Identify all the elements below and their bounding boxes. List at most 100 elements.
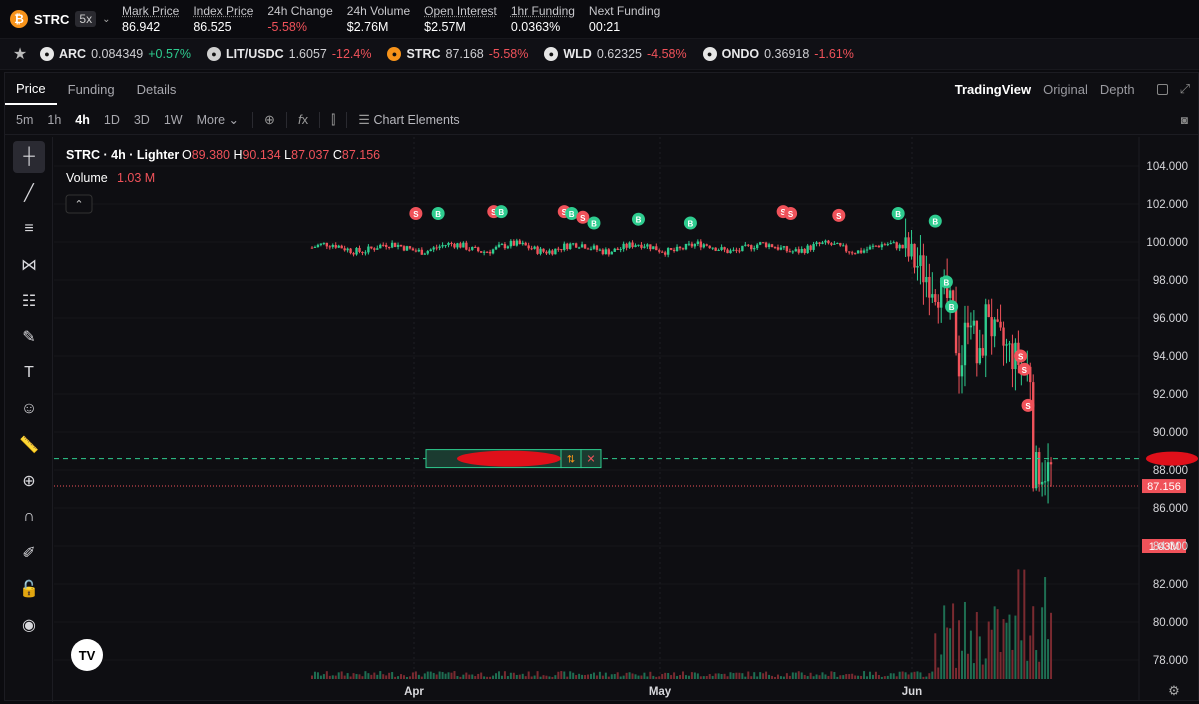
volume-bar — [955, 668, 957, 679]
candle-body — [614, 249, 616, 252]
coin-icon: ● — [387, 47, 401, 61]
ticker-change: -4.58% — [647, 47, 687, 61]
text-icon[interactable]: T — [13, 357, 45, 389]
ticker-item[interactable]: ● LIT/USDC 1.6057 -12.4% — [207, 47, 371, 61]
lock-pencil-icon[interactable]: ✐ — [13, 537, 45, 569]
volume-bar — [557, 672, 559, 679]
settings-icon[interactable]: ⚙ — [1168, 683, 1180, 698]
position-widget[interactable]: ⇅ ✕ — [426, 450, 601, 468]
volume-bar — [462, 675, 464, 679]
trend-line-icon[interactable]: ╱ — [13, 177, 45, 209]
window-icon[interactable] — [1157, 84, 1168, 95]
candle-body — [459, 243, 461, 247]
tf-more[interactable]: More ⌄ — [190, 112, 246, 127]
candle-body — [631, 243, 633, 248]
stat-value: 86.525 — [193, 19, 253, 35]
candle-body — [875, 246, 877, 247]
volume-bar — [450, 673, 452, 679]
volume-bar — [762, 673, 764, 679]
volume-bar — [792, 672, 794, 679]
tf-1h[interactable]: 1h — [40, 113, 68, 127]
volume-bar — [830, 671, 832, 679]
legend-high: 90.134 — [242, 148, 280, 162]
candle-body — [581, 244, 583, 247]
tf-1w[interactable]: 1W — [157, 113, 190, 127]
candle-body — [468, 250, 470, 251]
magnet-icon[interactable]: ∩ — [13, 501, 45, 533]
camera-icon[interactable]: ◙ — [1181, 113, 1188, 127]
volume-bar — [700, 676, 702, 679]
ticker-item[interactable]: ● ONDO 0.36918 -1.61% — [703, 47, 854, 61]
star-icon[interactable]: ★ — [0, 44, 40, 64]
tradingview-logo[interactable]: TV — [71, 639, 103, 671]
marker-label: B — [932, 218, 938, 227]
candle-body — [845, 245, 847, 251]
volume-bar — [676, 676, 678, 679]
volume-bar — [504, 671, 506, 679]
volume-bar — [732, 673, 734, 679]
chart-elements-button[interactable]: ☰ Chart Elements — [353, 112, 464, 128]
function-icon[interactable]: fx — [293, 112, 313, 127]
candle-body — [961, 365, 963, 376]
tab-funding[interactable]: Funding — [57, 73, 126, 105]
ticker-item[interactable]: ● WLD 0.62325 -4.58% — [544, 47, 686, 61]
volume-bar — [783, 677, 785, 679]
volume-bar — [670, 675, 672, 679]
ticker-item[interactable]: ● STRC 87.168 -5.58% — [387, 47, 528, 61]
ruler-icon[interactable]: 📏 — [13, 429, 45, 461]
redacted-pnl — [457, 451, 561, 467]
candle-body — [759, 242, 761, 244]
volume-bar — [418, 675, 420, 679]
view-tradingview[interactable]: TradingView — [955, 82, 1031, 97]
volume-bar — [1029, 635, 1031, 679]
pair-selector[interactable]: ₿ STRC 5x ⌄ — [0, 10, 122, 28]
volume-bar — [786, 673, 788, 679]
tab-details[interactable]: Details — [126, 73, 188, 105]
leverage-badge[interactable]: 5x — [75, 11, 96, 27]
tab-price[interactable]: Price — [5, 73, 57, 105]
candle-body — [916, 266, 918, 268]
candle-body — [774, 247, 776, 248]
pattern-icon[interactable]: ⋈ — [13, 249, 45, 281]
volume-bar — [985, 658, 987, 679]
candle-body — [985, 304, 987, 355]
tf-5m[interactable]: 5m — [9, 113, 40, 127]
emoji-icon[interactable]: ☺ — [13, 393, 45, 425]
volume-bar — [510, 673, 512, 679]
fib-lines-icon[interactable]: ≡ — [13, 213, 45, 245]
legend-open: 89.380 — [192, 148, 230, 162]
ticker-item[interactable]: ● ARC 0.084349 +0.57% — [40, 47, 191, 61]
chevron-down-icon[interactable]: ⌄ — [102, 14, 110, 25]
tf-4h[interactable]: 4h — [68, 113, 97, 127]
volume-bar — [848, 674, 850, 679]
volume-bar — [412, 672, 414, 679]
expand-icon[interactable]: ⤢ — [1180, 81, 1190, 97]
add-indicator-icon[interactable]: ⊕ — [259, 112, 280, 128]
volume-bar — [759, 672, 761, 679]
stat-value: $2.57M — [424, 19, 497, 35]
zoom-in-icon[interactable]: ⊕ — [13, 465, 45, 497]
candle-body — [361, 252, 363, 253]
volume-bar — [492, 676, 494, 679]
volume-bar — [501, 676, 503, 679]
view-original[interactable]: Original — [1043, 82, 1088, 97]
volume-bar — [905, 672, 907, 679]
volume-bar — [566, 677, 568, 679]
tf-3d[interactable]: 3D — [127, 113, 157, 127]
prediction-icon[interactable]: ☷ — [13, 285, 45, 317]
tf-1d[interactable]: 1D — [97, 113, 127, 127]
candle-body — [566, 244, 568, 249]
volume-bar — [1023, 570, 1025, 679]
volume-bar — [982, 665, 984, 679]
brush-icon[interactable]: ✎ — [13, 321, 45, 353]
coin-icon: ● — [40, 47, 54, 61]
lock-icon[interactable]: 🔓 — [13, 573, 45, 605]
eye-icon[interactable]: ◉ — [13, 609, 45, 641]
volume-bar — [599, 672, 601, 679]
candle-type-icon[interactable]: ⫿ — [326, 112, 340, 128]
candle-body — [818, 242, 820, 243]
crosshair-icon[interactable]: ┼ — [13, 141, 45, 173]
view-depth[interactable]: Depth — [1100, 82, 1135, 97]
